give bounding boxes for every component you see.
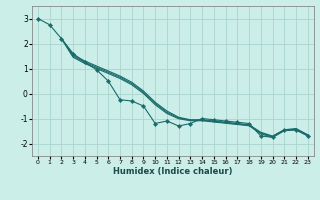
X-axis label: Humidex (Indice chaleur): Humidex (Indice chaleur)	[113, 167, 233, 176]
